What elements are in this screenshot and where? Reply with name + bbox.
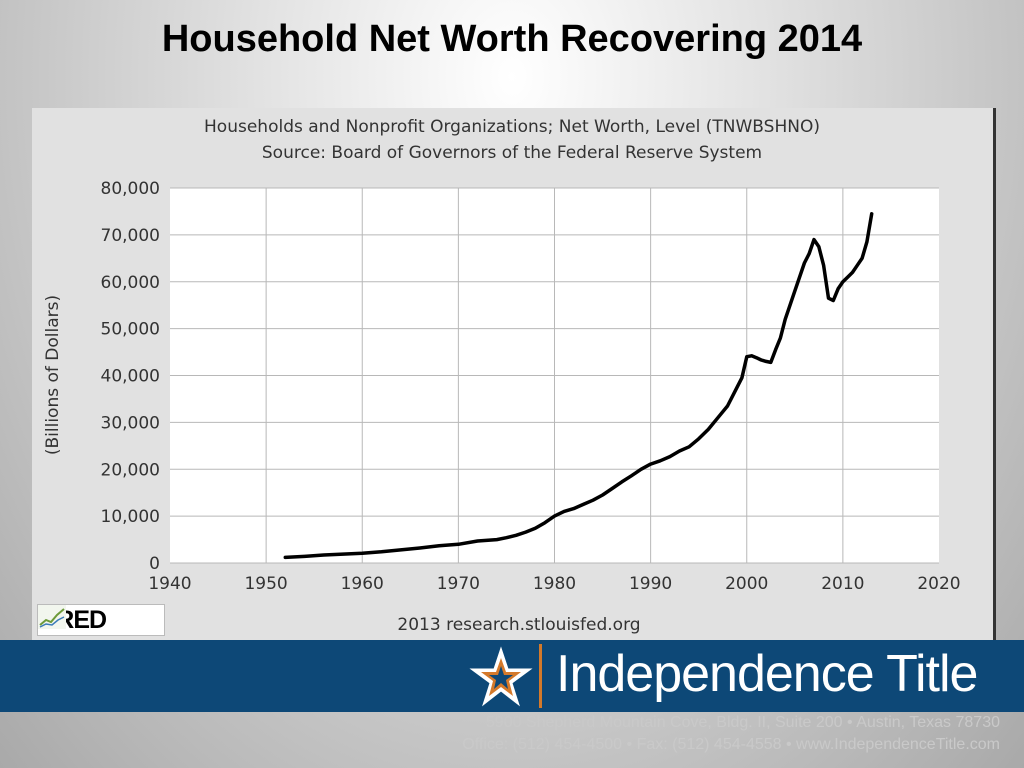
fred-chart-icon: [38, 605, 66, 629]
y-tick-label: 60,000: [101, 273, 160, 293]
x-tick-label: 1960: [341, 574, 384, 594]
x-tick-label: 1950: [244, 574, 287, 594]
y-tick-label: 30,000: [101, 413, 160, 433]
star-icon: [469, 646, 533, 707]
x-tick-label: 1990: [629, 574, 672, 594]
address-line: 5900 Shepherd Mountain Cove, Bldg. II, S…: [485, 714, 1000, 731]
y-tick-label: 0: [149, 554, 160, 574]
brand-name: Independence Title: [556, 645, 978, 703]
fred-logo: FRED: [37, 604, 165, 636]
phone-line: Office: (512) 454-4500 • Fax: (512) 454-…: [462, 736, 1000, 753]
series-line: [283, 212, 874, 560]
net-worth-chart: Households and Nonprofit Organizations; …: [43, 117, 961, 635]
chart-title: Households and Nonprofit Organizations; …: [204, 117, 820, 137]
y-tick-label: 80,000: [101, 179, 160, 199]
x-tick-label: 1970: [437, 574, 480, 594]
chart-panel: Households and Nonprofit Organizations; …: [32, 108, 996, 640]
y-tick-label: 20,000: [101, 460, 160, 480]
y-tick-label: 50,000: [101, 320, 160, 340]
banner-divider: [539, 644, 542, 708]
chart-footer: 2013 research.stlouisfed.org: [397, 615, 640, 635]
slide-title: Household Net Worth Recovering 2014: [161, 18, 863, 60]
brand-banner: Independence Title: [0, 640, 1024, 712]
y-tick-label: 70,000: [101, 226, 160, 246]
x-tick-label: 2020: [917, 574, 960, 594]
chart-subtitle: Source: Board of Governors of the Federa…: [262, 143, 762, 163]
x-tick-label: 2000: [725, 574, 768, 594]
y-tick-label: 10,000: [101, 507, 160, 527]
x-tick-label: 2010: [821, 574, 864, 594]
x-tick-label: 1980: [533, 574, 576, 594]
y-tick-label: 40,000: [101, 367, 160, 387]
x-tick-label: 1940: [148, 574, 191, 594]
y-axis-label: (Billions of Dollars): [43, 295, 63, 455]
